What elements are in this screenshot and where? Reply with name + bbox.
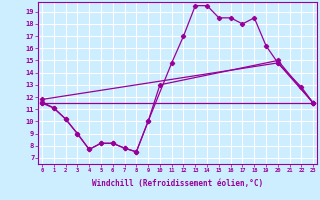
X-axis label: Windchill (Refroidissement éolien,°C): Windchill (Refroidissement éolien,°C) xyxy=(92,179,263,188)
